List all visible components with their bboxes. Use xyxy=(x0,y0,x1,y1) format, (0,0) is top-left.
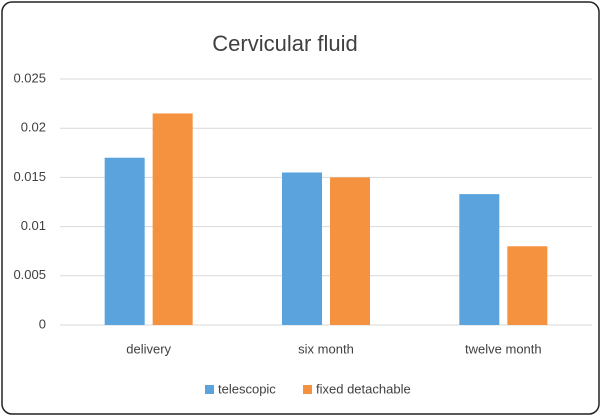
y-tick-label: 0.025 xyxy=(13,70,46,85)
y-tick-label: 0 xyxy=(39,316,46,331)
chart-title: Cervicular fluid xyxy=(212,31,358,56)
y-tick-label: 0.015 xyxy=(13,169,46,184)
bar xyxy=(507,246,548,325)
legend-swatch xyxy=(303,385,312,394)
y-tick-label: 0.02 xyxy=(21,120,46,135)
x-tick-label: delivery xyxy=(126,341,171,356)
bar xyxy=(152,113,193,325)
legend-label: fixed detachable xyxy=(316,381,411,396)
bar xyxy=(330,177,370,325)
x-tick-label: twelve month xyxy=(465,341,542,356)
bar xyxy=(282,172,322,325)
bar xyxy=(459,194,500,325)
y-tick-label: 0.005 xyxy=(13,267,46,282)
y-tick-label: 0.01 xyxy=(21,218,46,233)
bar xyxy=(104,157,145,325)
legend-swatch xyxy=(205,385,214,394)
x-tick-label: six month xyxy=(298,341,354,356)
legend-label: telescopic xyxy=(218,381,276,396)
